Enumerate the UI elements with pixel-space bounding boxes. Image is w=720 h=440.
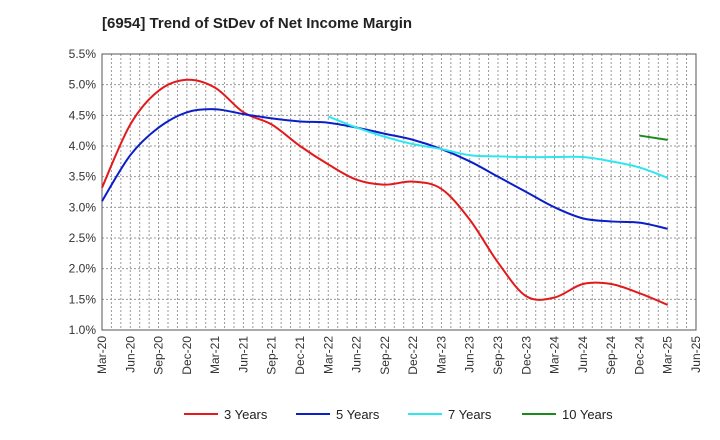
x-tick-label: Mar-23 (434, 336, 448, 374)
x-tick-label: Mar-21 (208, 336, 222, 374)
series-line-10-years (639, 134, 668, 141)
series-line-5-years (101, 108, 668, 230)
x-tick-label: Dec-20 (180, 336, 194, 375)
x-tick-label: Sep-22 (378, 336, 392, 375)
y-tick-label: 3.5% (69, 170, 97, 184)
y-tick-label: 1.5% (69, 292, 97, 306)
x-tick-label: Sep-24 (604, 336, 618, 375)
y-tick-label: 2.5% (69, 231, 97, 245)
x-tick-label: Mar-24 (548, 336, 562, 374)
x-tick-label: Sep-21 (265, 336, 279, 375)
x-tick-label: Mar-22 (321, 336, 335, 374)
series-line-3-years (101, 78, 669, 306)
chart-title: [6954] Trend of StDev of Net Income Marg… (102, 15, 413, 32)
x-tick-label: Dec-23 (519, 336, 533, 375)
y-tick-label: 5.0% (69, 78, 97, 92)
x-tick-label: Jun-23 (463, 336, 477, 373)
y-tick-label: 5.5% (69, 47, 97, 61)
x-tick-label: Jun-20 (123, 336, 137, 373)
x-tick-label: Jun-22 (350, 336, 364, 373)
x-tick-label: Dec-24 (632, 336, 646, 375)
x-tick-label: Jun-24 (576, 336, 590, 373)
x-tick-label: Jun-25 (689, 336, 703, 373)
x-tick-label: Dec-22 (406, 336, 420, 375)
legend-label-7-years: 7 Years (448, 407, 492, 422)
y-tick-label: 4.5% (69, 108, 97, 122)
y-tick-label: 3.0% (69, 200, 97, 214)
x-tick-label: Mar-20 (95, 336, 109, 374)
x-tick-label: Mar-25 (661, 336, 675, 374)
legend-label-5-years: 5 Years (336, 407, 380, 422)
y-tick-label: 1.0% (69, 323, 97, 337)
grid (101, 53, 697, 331)
y-tick-label: 4.0% (69, 139, 97, 153)
x-tick-label: Jun-21 (236, 336, 250, 373)
legend: 3 Years 5 Years 7 Years 10 Years (184, 407, 613, 422)
x-tick-label: Dec-21 (293, 336, 307, 375)
legend-label-3-years: 3 Years (224, 407, 268, 422)
y-axis-ticks: 1.0% 1.5% 2.0% 2.5% 3.0% 3.5% 4.0% 4.5% 5.0% 5.5% (69, 47, 97, 337)
x-axis-ticks: Mar-20 Jun-20 Sep-20 Dec-20 Mar-21 Jun-21 Sep-… (95, 336, 703, 375)
legend-label-10-years: 10 Years (562, 407, 613, 422)
plot-area-border (101, 53, 697, 331)
y-tick-label: 2.0% (69, 262, 97, 276)
series-lines (101, 78, 669, 306)
x-tick-label: Sep-23 (491, 336, 505, 375)
x-tick-label: Sep-20 (152, 336, 166, 375)
series-line-7-years (327, 115, 669, 179)
